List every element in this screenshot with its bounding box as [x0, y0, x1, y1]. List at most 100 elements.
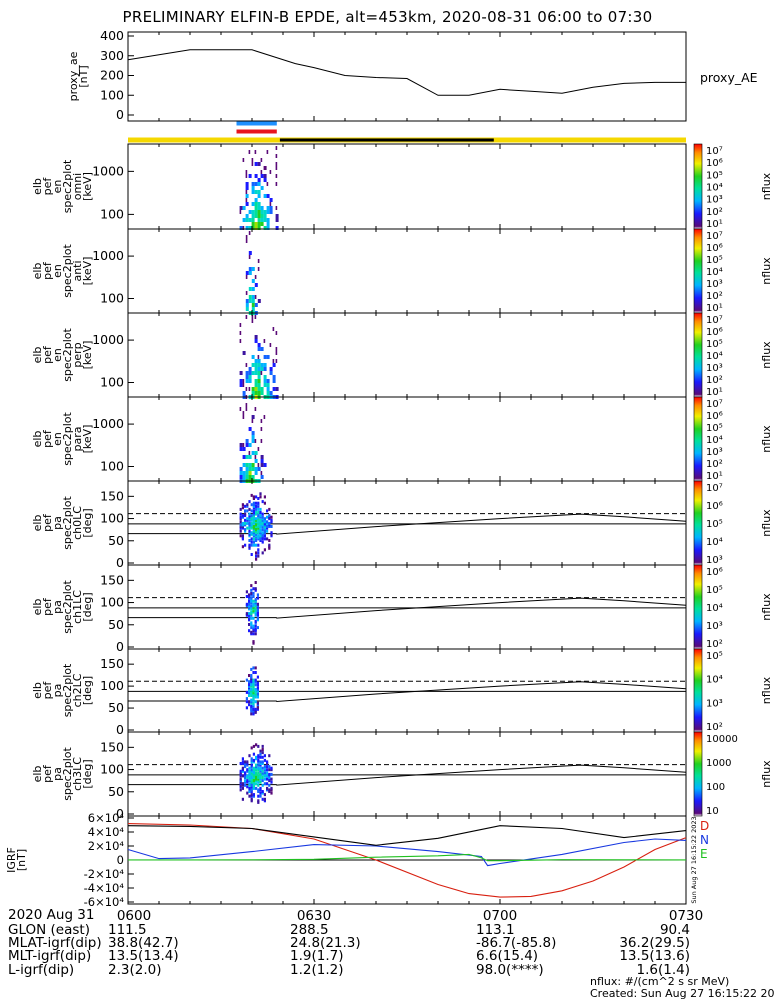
heatmap-cell — [260, 471, 263, 475]
heatmap-cell — [257, 162, 261, 166]
heatmap-cell — [241, 783, 244, 787]
panel-frame — [127, 31, 687, 122]
heatmap-cell — [254, 339, 258, 343]
colorbar — [693, 143, 703, 230]
heatmap-cell — [257, 543, 260, 547]
heatmap-cell — [257, 518, 260, 522]
y-axis-label-line: [deg] — [81, 508, 94, 537]
heatmap-cell — [248, 210, 252, 214]
heatmap-cell — [257, 226, 261, 230]
heatmap-cell — [245, 303, 249, 307]
y-axis-label-line: pa — [51, 684, 64, 698]
heatmap-cell — [239, 210, 242, 214]
y-tick-label: 100 — [100, 678, 124, 693]
heatmap-cell — [239, 206, 243, 210]
heatmap-cell — [248, 475, 252, 479]
heatmap-cell — [239, 379, 243, 383]
colorbar — [693, 648, 703, 733]
heatmap-cell — [259, 780, 262, 784]
heatmap-cell — [246, 768, 249, 772]
y-tick-label: 4×10⁴ — [88, 825, 125, 839]
heatmap-cell — [242, 443, 245, 447]
y-axis-label-line: [keV] — [81, 257, 94, 286]
ephemeris-row-label: L-igrf(dip) — [8, 961, 75, 978]
heatmap-cell — [266, 762, 269, 765]
heatmap-cell — [266, 774, 269, 778]
heatmap-cell — [261, 776, 264, 779]
heatmap-cell — [257, 774, 260, 778]
heatmap-cell — [252, 752, 255, 756]
heatmap-cell — [239, 525, 242, 528]
heatmap-cell — [256, 704, 259, 708]
heatmap-cell — [251, 319, 254, 323]
heatmap-cell — [248, 783, 251, 787]
heatmap-cell — [268, 783, 271, 787]
y-axis-label-line: en — [51, 264, 64, 278]
heatmap-cell — [245, 443, 249, 447]
heatmap-cell — [254, 671, 257, 674]
heatmap-cell — [248, 367, 252, 371]
heatmap-cell — [257, 371, 261, 375]
y-axis-label-line: [nT] — [77, 65, 90, 87]
heatmap-cell — [245, 613, 248, 617]
heatmap-cell — [263, 771, 266, 775]
heatmap-cell — [255, 517, 258, 521]
heatmap-cell — [263, 765, 266, 769]
heatmap-cell — [239, 520, 242, 524]
heatmap-cell — [257, 794, 260, 798]
heatmap-cell — [263, 525, 266, 528]
heatmap-cell — [245, 174, 248, 178]
heatmap-cell — [250, 704, 253, 708]
heatmap-cell — [252, 704, 255, 708]
y-axis-label: proxy_ae[nT] — [67, 51, 90, 101]
heatmap-cell — [250, 515, 253, 519]
heatmap-cell — [266, 222, 270, 226]
heatmap-cell — [269, 202, 272, 206]
heatmap-cell — [263, 367, 267, 371]
heatmap-cell — [254, 335, 258, 339]
heatmap-cell — [251, 158, 254, 162]
heatmap-cell — [270, 772, 273, 776]
heatmap-cell — [239, 769, 242, 773]
heatmap-cell — [241, 525, 244, 528]
heatmap-cell — [248, 596, 251, 600]
heatmap-cell — [250, 613, 253, 617]
heatmap-cell — [250, 514, 253, 518]
heatmap-cell — [275, 226, 279, 230]
y-tick-label: 100 — [100, 511, 124, 526]
colorbar-tick-label: 10⁶ — [706, 501, 723, 512]
heatmap-cell — [261, 500, 264, 504]
heatmap-cell — [248, 532, 251, 536]
heatmap-cell — [250, 610, 253, 614]
heatmap-cell — [252, 632, 255, 636]
heatmap-cell — [245, 291, 248, 295]
heatmap-cell — [255, 518, 258, 522]
heatmap-cell — [270, 525, 273, 528]
heatmap-cell — [257, 387, 261, 391]
heatmap-cell — [248, 790, 251, 793]
y-axis-label-line: spec2plot — [61, 412, 74, 466]
heatmap-cell — [239, 762, 242, 765]
heatmap-cell — [261, 760, 264, 764]
heatmap-cell — [241, 797, 244, 801]
heatmap-cell — [248, 255, 251, 259]
heatmap-cell — [245, 190, 248, 194]
heatmap-cell — [248, 529, 251, 533]
heatmap-cell — [239, 339, 242, 343]
heatmap-cell — [252, 526, 255, 530]
heatmap-cell — [261, 551, 264, 555]
heatmap-cell — [248, 526, 251, 530]
heatmap-cell — [239, 515, 242, 519]
heatmap-cell — [242, 471, 246, 475]
y-axis-label-line: ch3LC — [71, 757, 84, 791]
heatmap-cell — [254, 666, 257, 670]
heatmap-cell — [268, 525, 271, 528]
colorbar-tick-label: 10³ — [706, 698, 723, 709]
heatmap-cell — [251, 355, 255, 359]
heatmap-cell — [248, 772, 251, 776]
y-tick-label: -6×10⁴ — [84, 895, 125, 909]
y-tick-label: 1000 — [92, 416, 124, 431]
heatmap-cell — [268, 768, 271, 772]
